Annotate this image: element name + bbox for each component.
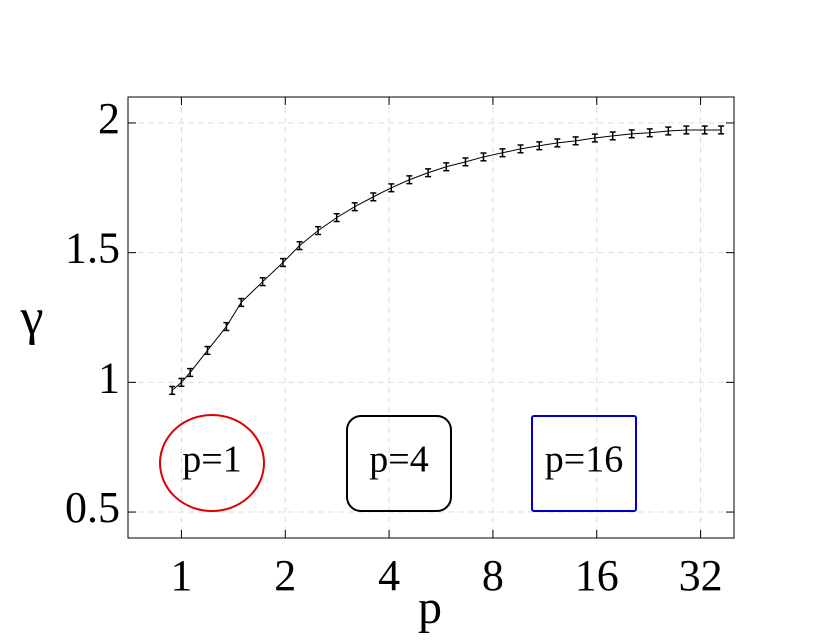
x-tick-label: 16: [575, 551, 619, 600]
error-bar: [315, 225, 322, 236]
annotation-text: p=16: [545, 439, 623, 481]
x-tick-label: 4: [378, 551, 400, 600]
error-bar: [223, 321, 230, 332]
y-tick-label: 2: [98, 94, 120, 143]
error-bar: [333, 212, 340, 223]
x-tick-label: 32: [679, 551, 723, 600]
error-bar: [591, 133, 598, 143]
y-tick-label: 1.5: [65, 224, 120, 273]
y-axis-label: γ: [20, 289, 44, 346]
error-bar: [259, 277, 266, 287]
error-bar: [279, 257, 286, 268]
data-line: [171, 129, 722, 391]
error-bar: [480, 152, 487, 162]
error-bar: [536, 141, 543, 151]
error-bar: [187, 367, 194, 378]
x-tick-label: 1: [170, 551, 192, 600]
error-bar: [665, 126, 672, 136]
error-bar: [683, 125, 690, 135]
annotation-text: p=4: [369, 439, 428, 481]
error-bar: [406, 175, 413, 185]
error-bar: [296, 241, 303, 251]
error-bar: [370, 192, 377, 202]
error-bar: [646, 128, 653, 138]
error-bar: [499, 148, 506, 158]
error-bar: [425, 168, 432, 178]
error-bar: [609, 131, 616, 141]
error-bar: [628, 129, 635, 139]
error-bar: [701, 125, 708, 135]
plot-frame: [127, 96, 735, 539]
annotation-shape: [159, 414, 265, 512]
error-bar: [388, 183, 395, 193]
x-tick-label: 8: [482, 551, 504, 600]
y-tick-label: 1: [98, 353, 120, 402]
y-tick-label: 0.5: [65, 483, 120, 532]
x-tick-label: 2: [274, 551, 296, 600]
error-bar: [169, 385, 176, 396]
error-bar: [462, 157, 469, 167]
error-bar: [517, 144, 524, 154]
annotation-shape: [346, 415, 452, 512]
error-bar: [351, 202, 358, 212]
annotation-text: p=1: [182, 439, 241, 481]
error-bar: [718, 125, 725, 135]
error-bar: [554, 138, 561, 148]
error-bar: [178, 377, 185, 387]
error-bar: [443, 162, 450, 172]
error-bar: [238, 297, 245, 308]
annotation-shape: [531, 415, 637, 512]
x-axis-label: p: [418, 581, 442, 634]
error-bar: [204, 345, 211, 356]
error-bar: [572, 136, 579, 146]
